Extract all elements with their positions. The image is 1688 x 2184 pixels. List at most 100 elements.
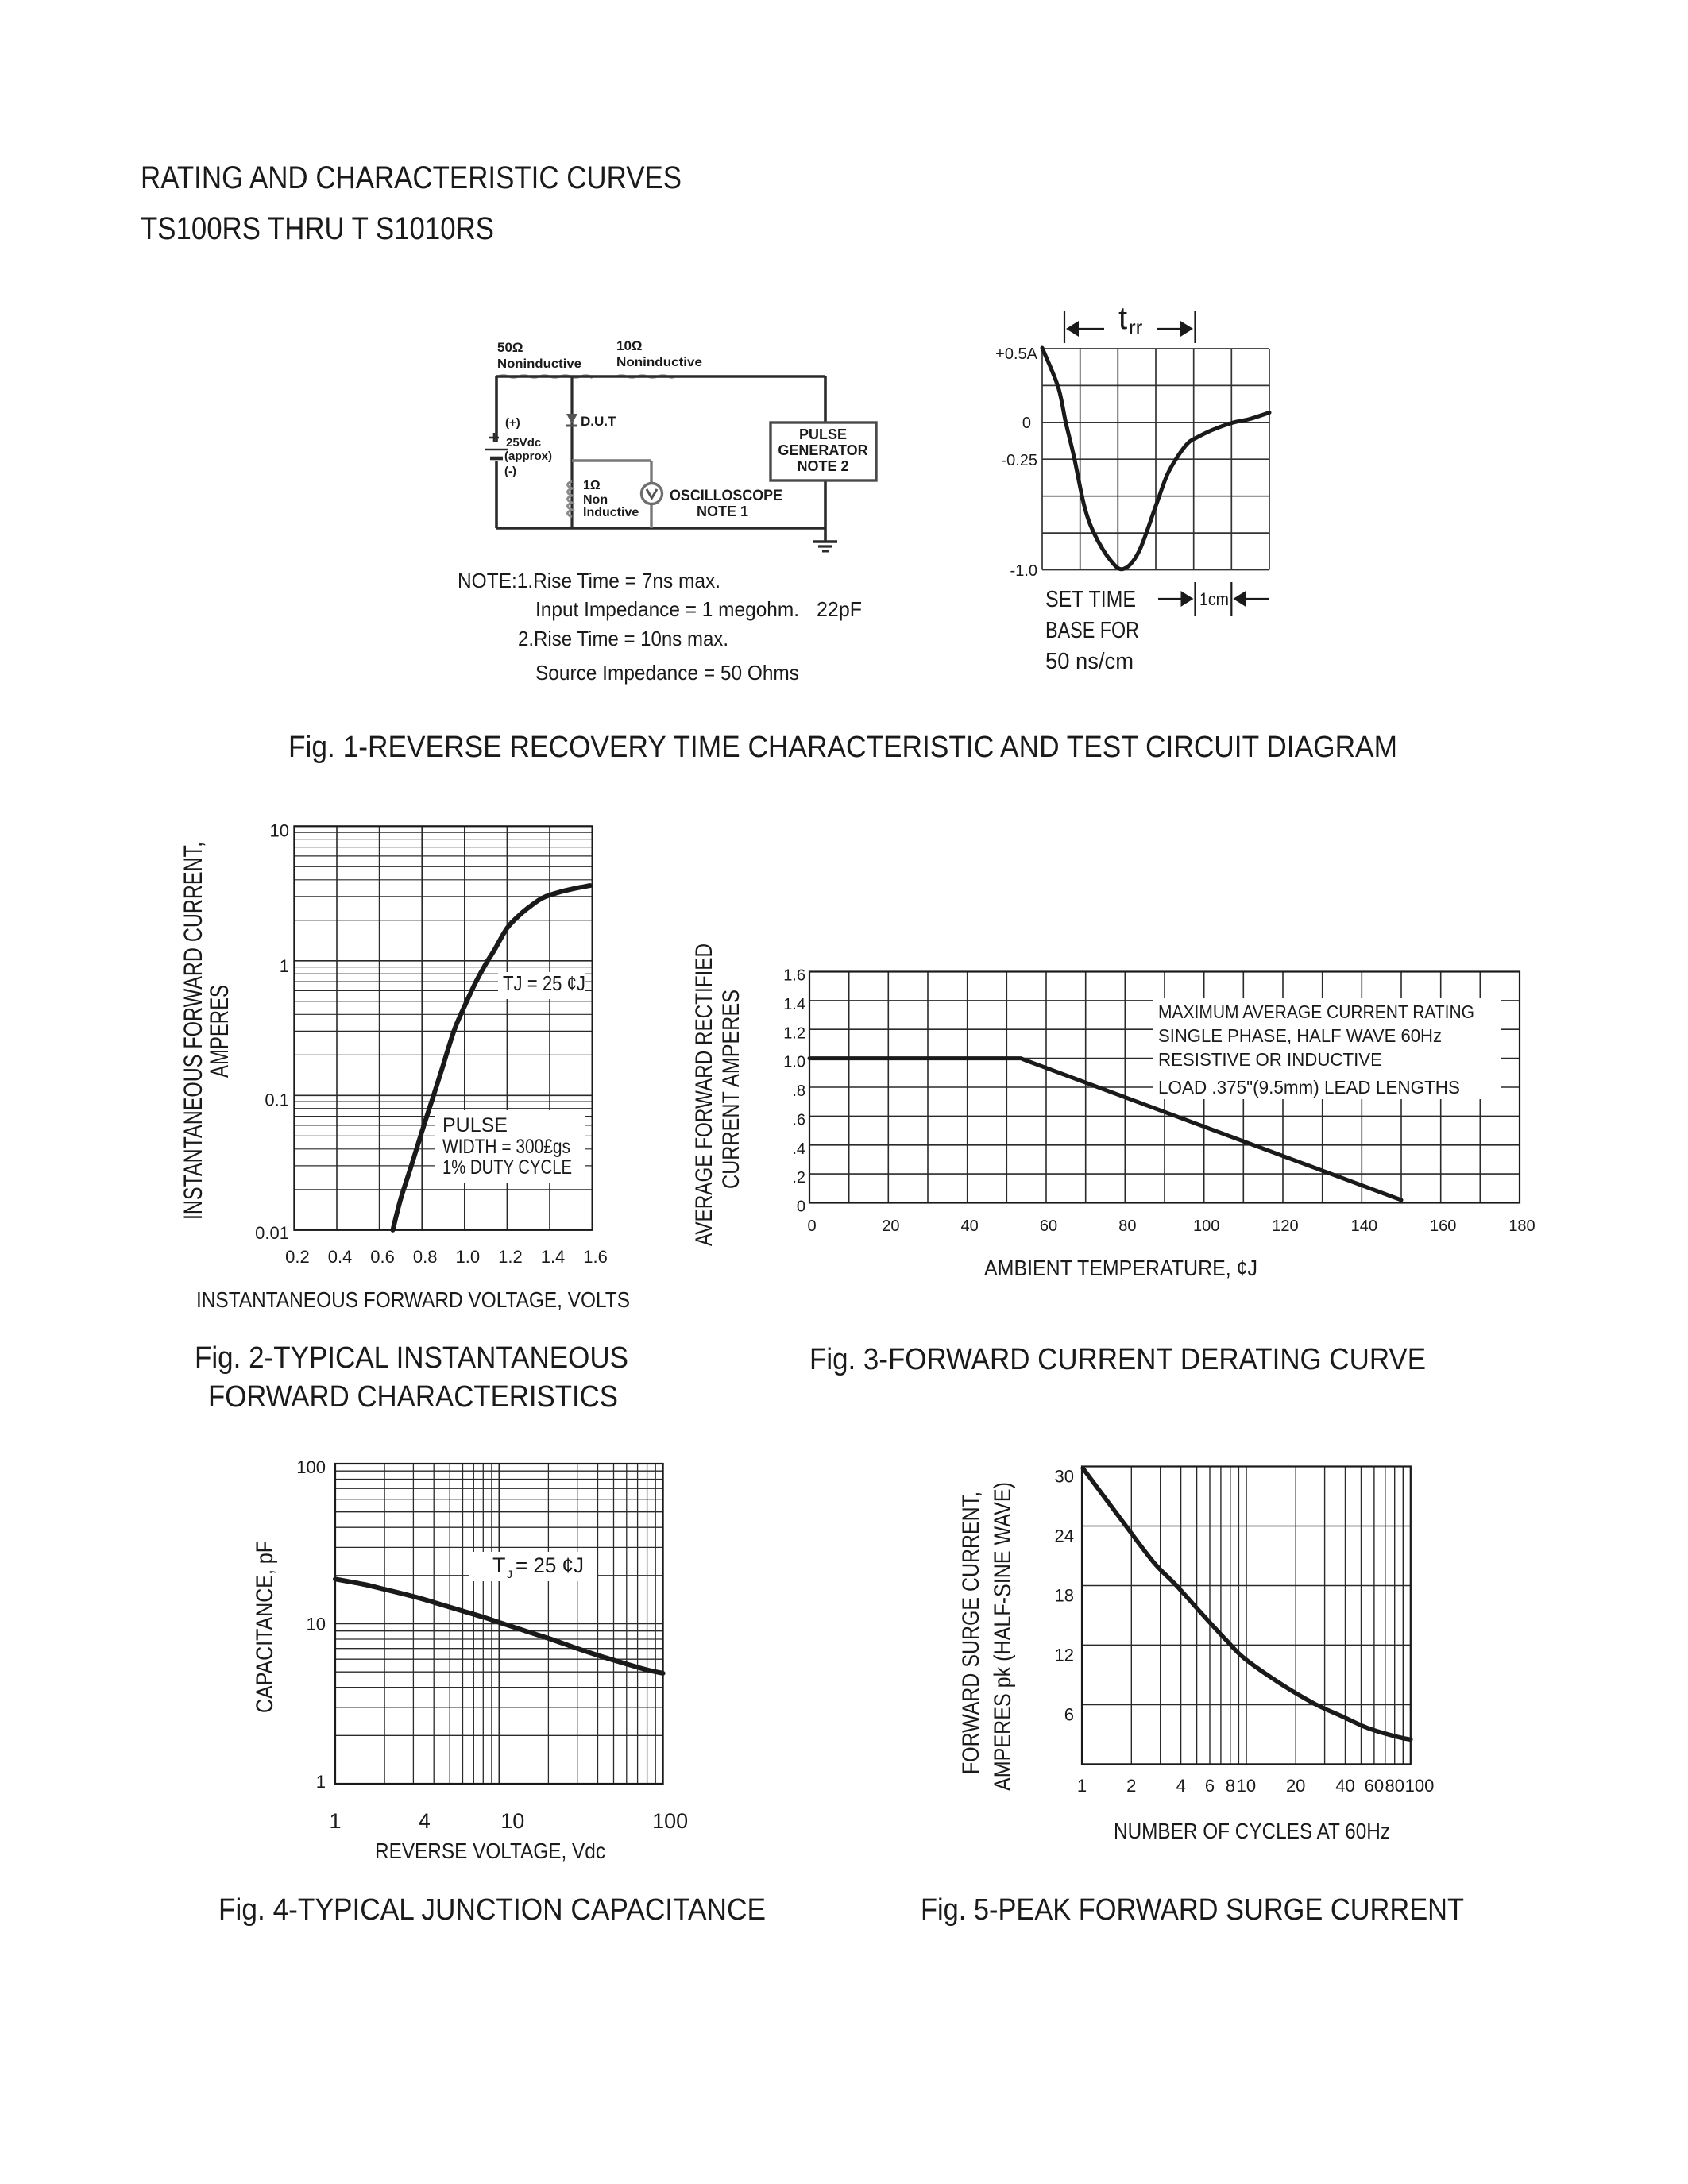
svg-text:8: 8 (1226, 1776, 1235, 1796)
svg-text:120: 120 (1272, 1217, 1298, 1235)
svg-text:4: 4 (1176, 1776, 1185, 1796)
svg-text:1: 1 (280, 956, 289, 976)
svg-text:NOTE 2: NOTE 2 (797, 458, 848, 474)
svg-text:Fig. 4-TYPICAL JUNCTION CAPACI: Fig. 4-TYPICAL JUNCTION CAPACITANCE (218, 1893, 766, 1927)
svg-text:10: 10 (1237, 1776, 1256, 1796)
svg-text:D.U.T: D.U.T (581, 414, 616, 429)
svg-text:40: 40 (1335, 1776, 1354, 1796)
svg-text:1.4: 1.4 (541, 1247, 566, 1267)
svg-text:Noninductive: Noninductive (616, 356, 702, 369)
svg-text:0.2: 0.2 (285, 1247, 310, 1267)
svg-text:1% DUTY CYCLE: 1% DUTY CYCLE (442, 1156, 572, 1179)
svg-text:6: 6 (1205, 1776, 1215, 1796)
svg-text:.6: .6 (792, 1111, 805, 1129)
svg-text:WIDTH = 300£gs: WIDTH = 300£gs (442, 1136, 570, 1158)
svg-text:10: 10 (500, 1809, 524, 1833)
svg-text:0.6: 0.6 (370, 1247, 395, 1267)
svg-text:0.1: 0.1 (265, 1090, 289, 1109)
svg-text:INSTANTANEOUS FORWARD VOLTAGE,: INSTANTANEOUS FORWARD VOLTAGE, VOLTS (196, 1287, 630, 1312)
svg-text:MAXIMUM AVERAGE CURRENT RATING: MAXIMUM AVERAGE CURRENT RATING (1158, 1001, 1474, 1022)
svg-text:1: 1 (316, 1772, 326, 1792)
svg-text:TS100RS THRU T S1010RS: TS100RS THRU T S1010RS (141, 211, 494, 246)
svg-text:Input Impedance = 1 megohm.: Input Impedance = 1 megohm. (535, 597, 799, 621)
svg-text:Non: Non (583, 493, 608, 507)
svg-text:RATING AND CHARACTERISTIC CURV: RATING AND CHARACTERISTIC CURVES (141, 160, 682, 195)
svg-text:0.4: 0.4 (328, 1247, 353, 1267)
svg-text:10: 10 (307, 1615, 326, 1634)
svg-text:1.6: 1.6 (583, 1247, 608, 1267)
svg-text:100: 100 (296, 1457, 326, 1477)
svg-text:160: 160 (1430, 1217, 1456, 1235)
svg-text:Noninductive: Noninductive (497, 357, 581, 371)
svg-text:= 25 ¢J: = 25 ¢J (516, 1553, 584, 1577)
svg-text:GENERATOR: GENERATOR (778, 442, 867, 458)
svg-text:20: 20 (1286, 1776, 1305, 1796)
svg-text:4: 4 (419, 1809, 431, 1833)
svg-text:NOTE:1.Rise Time = 7ns max.: NOTE:1.Rise Time = 7ns max. (458, 569, 720, 592)
svg-text:AMPERES pk (HALF-SINE WAVE): AMPERES pk (HALF-SINE WAVE) (990, 1482, 1016, 1791)
svg-text:80: 80 (1118, 1217, 1136, 1235)
svg-text:80: 80 (1385, 1776, 1404, 1796)
svg-text:1.2: 1.2 (498, 1247, 523, 1267)
svg-text:0.01: 0.01 (255, 1223, 289, 1243)
svg-text:25Vdc: 25Vdc (506, 436, 541, 450)
svg-text:FORWARD SURGE CURRENT,: FORWARD SURGE CURRENT, (958, 1491, 984, 1774)
svg-text:REVERSE VOLTAGE, Vdc: REVERSE VOLTAGE, Vdc (375, 1839, 605, 1863)
svg-text:-0.25: -0.25 (1001, 452, 1037, 469)
svg-text:30: 30 (1055, 1467, 1074, 1487)
svg-text:AMBIENT TEMPERATURE, ¢J: AMBIENT TEMPERATURE, ¢J (984, 1256, 1257, 1280)
svg-text:.8: .8 (792, 1082, 805, 1100)
svg-text:NUMBER OF CYCLES AT 60Hz: NUMBER OF CYCLES AT 60Hz (1114, 1819, 1390, 1843)
svg-text:50Ω: 50Ω (497, 340, 523, 355)
svg-text:Inductive: Inductive (583, 506, 639, 519)
svg-text:1.2: 1.2 (783, 1024, 805, 1042)
svg-text:+0.5A: +0.5A (995, 345, 1037, 363)
svg-text:-1.0: -1.0 (1010, 562, 1037, 580)
svg-text:(+): (+) (505, 416, 520, 430)
svg-text:1: 1 (329, 1809, 341, 1833)
svg-text:AVERAGE FORWARD RECTIFIED: AVERAGE FORWARD RECTIFIED (691, 943, 717, 1246)
svg-text:Fig. 2-TYPICAL INSTANTANEOUS: Fig. 2-TYPICAL INSTANTANEOUS (195, 1341, 628, 1375)
svg-text:Fig. 5-PEAK FORWARD SURGE CURR: Fig. 5-PEAK FORWARD SURGE CURRENT (921, 1893, 1464, 1927)
svg-text:Source Impedance = 50 Ohms: Source Impedance = 50 Ohms (535, 661, 799, 685)
svg-text:.2: .2 (792, 1169, 805, 1187)
svg-text:20: 20 (882, 1217, 899, 1235)
svg-text:100: 100 (1405, 1776, 1435, 1796)
svg-text:1.0: 1.0 (783, 1054, 805, 1071)
svg-text:RESISTIVE OR INDUCTIVE: RESISTIVE OR INDUCTIVE (1158, 1049, 1382, 1070)
svg-text:100: 100 (1193, 1217, 1219, 1235)
svg-text:1cm: 1cm (1199, 589, 1229, 609)
svg-text:(approx): (approx) (504, 450, 552, 463)
svg-text:60: 60 (1365, 1776, 1384, 1796)
svg-text:2.Rise Time = 10ns max.: 2.Rise Time = 10ns max. (518, 627, 728, 650)
svg-text:1.6: 1.6 (783, 967, 805, 985)
svg-text:24: 24 (1055, 1526, 1074, 1545)
svg-text:INSTANTANEOUS FORWARD CURRENT,: INSTANTANEOUS FORWARD CURRENT, (179, 842, 207, 1220)
svg-text:50 ns/cm: 50 ns/cm (1045, 649, 1134, 674)
svg-text:Fig. 1-REVERSE RECOVERY TIME C: Fig. 1-REVERSE RECOVERY TIME CHARACTERIS… (288, 731, 1397, 764)
svg-text:t: t (1118, 301, 1127, 336)
svg-text:PULSE: PULSE (799, 426, 847, 442)
svg-text:0: 0 (797, 1198, 805, 1216)
svg-text:J: J (507, 1568, 512, 1580)
svg-text:SINGLE PHASE, HALF WAVE 60Hz: SINGLE PHASE, HALF WAVE 60Hz (1158, 1025, 1442, 1046)
svg-text:rr: rr (1129, 315, 1143, 339)
svg-text:FORWARD CHARACTERISTICS: FORWARD CHARACTERISTICS (208, 1380, 618, 1414)
svg-text:6: 6 (1064, 1704, 1074, 1724)
svg-text:60: 60 (1040, 1217, 1057, 1235)
svg-text:100: 100 (652, 1809, 688, 1833)
svg-text:10: 10 (270, 820, 289, 840)
svg-text:140: 140 (1351, 1217, 1377, 1235)
svg-text:CAPACITANCE, pF: CAPACITANCE, pF (252, 1541, 278, 1713)
svg-text:T: T (492, 1553, 506, 1577)
svg-text:.4: .4 (792, 1140, 805, 1158)
svg-text:0: 0 (807, 1217, 816, 1235)
svg-text:NOTE 1: NOTE 1 (697, 504, 748, 519)
svg-text:1: 1 (1077, 1776, 1087, 1796)
svg-text:1.4: 1.4 (783, 996, 805, 1013)
svg-text:18: 18 (1055, 1585, 1074, 1605)
svg-text:22pF: 22pF (817, 597, 862, 621)
svg-text:AMPERES: AMPERES (205, 985, 234, 1078)
svg-text:1Ω: 1Ω (583, 479, 601, 492)
svg-text:(-): (-) (504, 465, 516, 478)
